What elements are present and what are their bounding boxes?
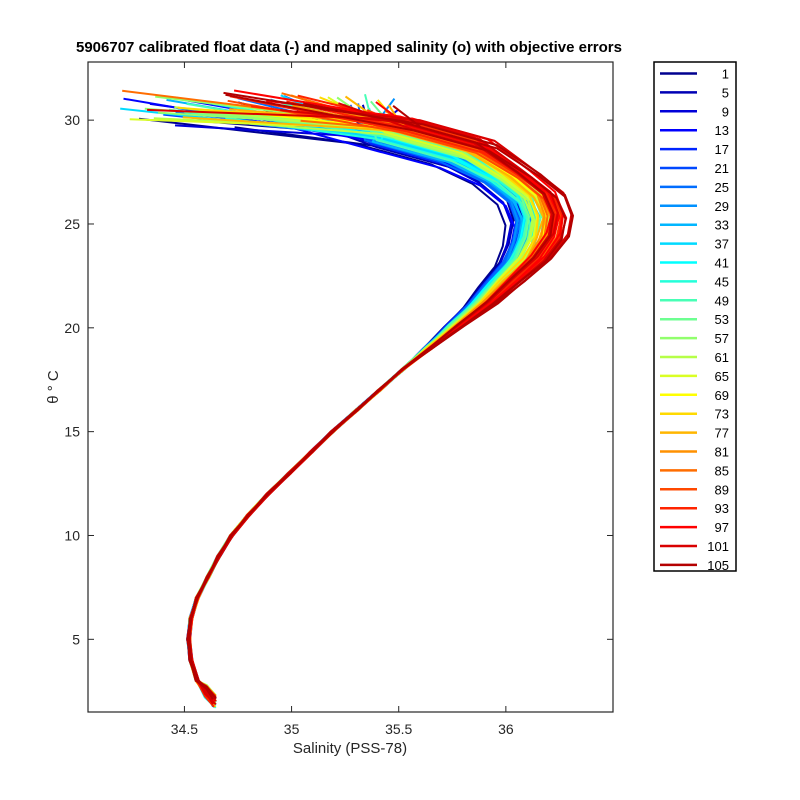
x-tick-label: 34.5: [171, 721, 198, 737]
y-tick-label: 20: [64, 320, 80, 336]
legend-label: 53: [715, 312, 729, 327]
legend-label: 69: [715, 388, 729, 403]
plot-background: [88, 62, 613, 712]
plot-frame: [87, 61, 614, 713]
x-tick-label: 35.5: [385, 721, 412, 737]
y-tick-label: 10: [64, 527, 80, 543]
legend-label: 101: [707, 539, 729, 554]
legend-label: 61: [715, 350, 729, 365]
legend-label: 41: [715, 256, 729, 271]
legend-label: 81: [715, 445, 729, 460]
legend-label: 97: [715, 520, 729, 535]
y-tick-label: 15: [64, 424, 80, 440]
y-tick-label: 5: [72, 631, 80, 647]
profile-105: [188, 105, 574, 700]
legend-label: 105: [707, 558, 729, 573]
y-tick-label: 25: [64, 216, 80, 232]
legend-label: 49: [715, 293, 729, 308]
x-axis: 34.5 35 35.5 36: [171, 62, 514, 737]
legend-label: 77: [715, 426, 729, 441]
profiles-group: [120, 89, 574, 709]
legend-label: 1: [722, 67, 729, 82]
legend-label: 25: [715, 180, 729, 195]
legend-label: 9: [722, 104, 729, 119]
legend-label: 45: [715, 274, 729, 289]
x-axis-label: Salinity (PSS-78): [293, 740, 407, 757]
x-tick-label: 36: [498, 721, 514, 737]
legend-label: 57: [715, 331, 729, 346]
legend-label: 13: [715, 123, 729, 138]
legend-label: 21: [715, 161, 729, 176]
legend-label: 5: [722, 85, 729, 100]
legend-label: 37: [715, 237, 729, 252]
legend-label: 85: [715, 463, 729, 478]
y-axis-label: θ ° C: [45, 370, 62, 404]
legend-label: 33: [715, 218, 729, 233]
legend-label: 29: [715, 199, 729, 214]
legend-box: [653, 61, 737, 572]
legend-label: 93: [715, 501, 729, 516]
legend-label: 73: [715, 407, 729, 422]
x-tick-label: 35: [284, 721, 300, 737]
legend-label: 17: [715, 142, 729, 157]
legend-label: 89: [715, 482, 729, 497]
y-tick-label: 30: [64, 112, 80, 128]
chart-title: 5906707 calibrated float data (-) and ma…: [76, 39, 622, 56]
y-axis: 5 10 15 20 25 30: [64, 112, 613, 647]
legend: 1 5 9 13 17 21 25 29 33 37 41 45 49 53 57 61 65 69 73 77 81 8…: [653, 61, 737, 573]
legend-label: 65: [715, 369, 729, 384]
